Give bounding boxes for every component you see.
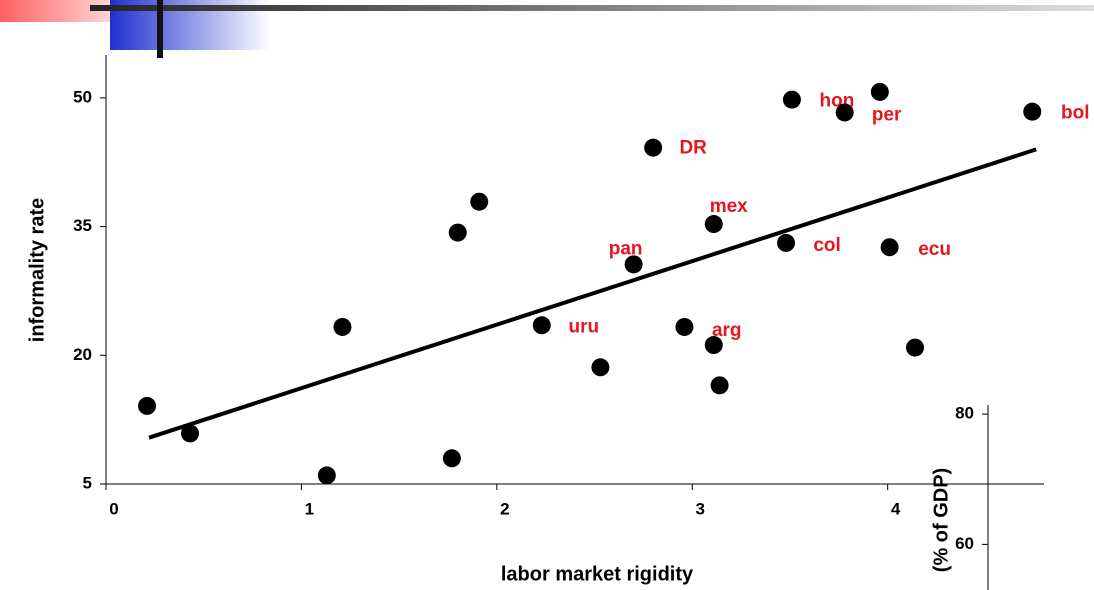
data-point: [704, 215, 723, 234]
y-axis-title: informality rate: [26, 198, 48, 342]
data-point: [333, 317, 352, 336]
x-axis-title: labor market rigidity: [501, 563, 694, 585]
data-point: [675, 317, 694, 336]
point-label: uru: [568, 316, 599, 337]
data-point: [591, 358, 610, 377]
trendline: [148, 147, 1037, 440]
data-point: [704, 336, 723, 355]
point-label: bol: [1061, 103, 1090, 124]
data-point: [710, 376, 729, 395]
y-tick-label: 5: [83, 473, 92, 492]
y-tick-label: 35: [73, 216, 92, 235]
data-point: [442, 449, 461, 468]
x-tick-label: 3: [696, 499, 705, 518]
y-tick-label: 50: [73, 87, 92, 106]
data-point: [138, 396, 157, 415]
data-point: [181, 424, 200, 443]
data-point: [317, 466, 336, 485]
point-label: DR: [679, 138, 707, 159]
decor-line: [90, 5, 1094, 11]
data-point: [835, 103, 854, 122]
x-tick-label: 2: [500, 499, 509, 518]
data-point: [624, 255, 643, 274]
point-label: ecu: [918, 239, 951, 260]
data-point: [470, 192, 489, 211]
y-tick-label-2: 60: [955, 534, 974, 553]
point-label: mex: [710, 196, 748, 217]
data-point: [644, 138, 663, 157]
x-tick-label: 4: [891, 499, 901, 518]
data-point: [448, 223, 467, 242]
y-tick-label-2: 80: [955, 404, 974, 423]
data-point: [532, 316, 551, 335]
decor-bar: [157, 0, 163, 58]
data-point: [1023, 102, 1042, 121]
point-label: per: [872, 105, 902, 126]
y-axis-title-2: (% of GDP): [930, 468, 952, 572]
point-label: col: [813, 235, 840, 256]
point-label: arg: [712, 320, 742, 341]
data-point: [782, 90, 801, 109]
point-label: pan: [609, 238, 643, 259]
data-point: [906, 338, 925, 357]
data-point: [870, 82, 889, 101]
y-tick-label: 20: [73, 345, 92, 364]
data-point: [880, 238, 899, 257]
data-point: [777, 233, 796, 252]
x-tick-label: 0: [109, 499, 118, 518]
x-tick-label: 1: [305, 499, 314, 518]
